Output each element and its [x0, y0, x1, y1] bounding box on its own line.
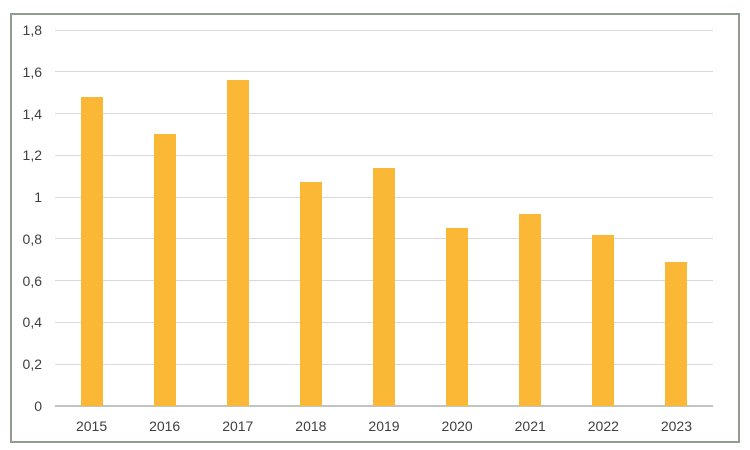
- gridline: [55, 71, 713, 73]
- y-tick-label: 1,6: [22, 63, 42, 80]
- bar-2022: [592, 234, 615, 406]
- x-tick-label: 2016: [149, 418, 181, 434]
- bar-2023: [665, 261, 688, 406]
- bar-2019: [373, 167, 395, 406]
- gridline: [55, 113, 713, 115]
- bar-2021: [519, 213, 542, 406]
- x-tick-label: 2022: [587, 418, 619, 434]
- x-axis-line: [55, 405, 713, 407]
- x-tick-label: 2019: [368, 418, 400, 434]
- x-tick-label: 2015: [75, 418, 108, 434]
- y-tick-label: 1,8: [22, 22, 42, 38]
- y-tick-label: 0,4: [22, 314, 42, 331]
- bar-2018: [299, 182, 322, 406]
- bar-2015: [80, 96, 103, 406]
- bar-2016: [153, 134, 176, 406]
- gridline: [55, 29, 713, 31]
- x-tick-label: 2018: [295, 418, 327, 434]
- x-tick-label: 2021: [514, 418, 546, 434]
- x-tick-label: 2020: [441, 418, 473, 434]
- y-tick-label: 0,8: [22, 230, 42, 247]
- y-tick-label: 1,2: [22, 147, 42, 164]
- y-tick-label: 0,2: [22, 356, 42, 373]
- gridline: [55, 154, 713, 156]
- y-tick-label: 1,4: [22, 105, 42, 122]
- x-tick-label: 2023: [660, 418, 693, 434]
- y-tick-label: 1: [34, 189, 42, 206]
- y-tick-label: 0,6: [22, 272, 42, 289]
- bar-2017: [226, 80, 249, 406]
- x-tick-label: 2017: [222, 418, 254, 434]
- y-tick-label: 0: [34, 398, 42, 414]
- bar-2020: [446, 228, 469, 406]
